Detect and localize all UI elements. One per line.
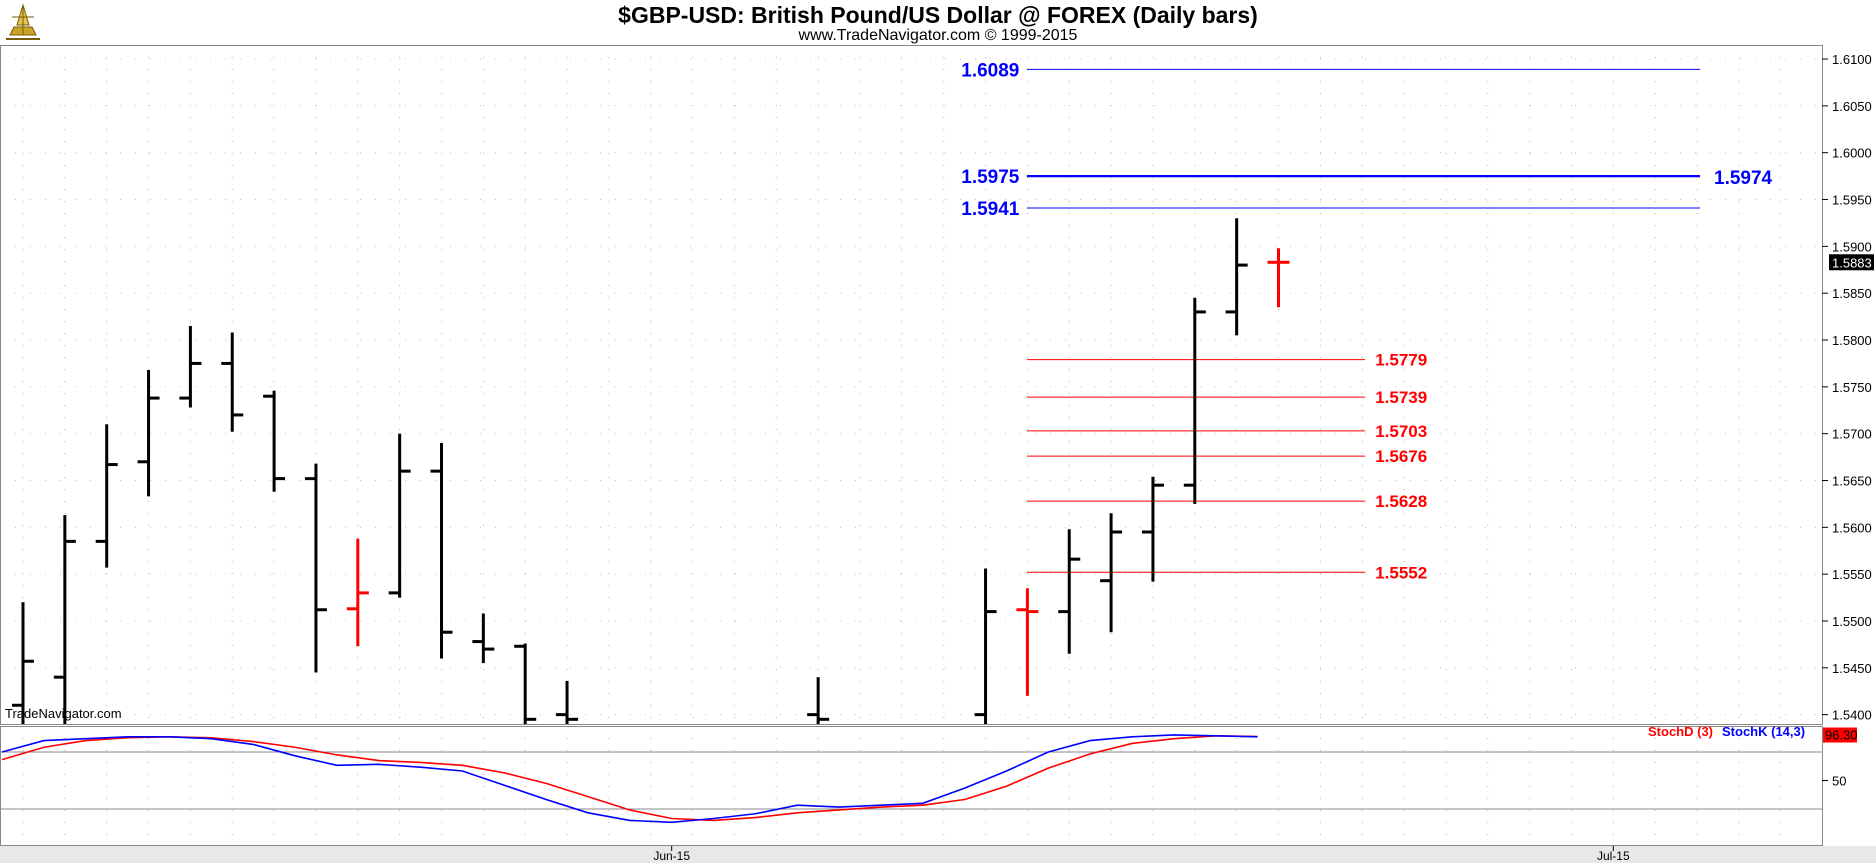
price-bar — [430, 443, 453, 659]
stoch-lines — [1, 734, 1258, 824]
stoch-d-line — [1, 735, 1258, 822]
price-bar — [1100, 513, 1123, 633]
chart-title: $GBP-USD: British Pound/US Dollar @ FORE… — [618, 2, 1258, 28]
price-axis-tick-label: 1.6000 — [1832, 146, 1872, 161]
level-label: 1.5703 — [1375, 422, 1427, 441]
price-bar — [807, 677, 830, 724]
price-bar — [53, 515, 76, 724]
level-label: 1.5552 — [1375, 563, 1427, 582]
stoch-panel-frame — [0, 726, 1823, 846]
price-bar — [12, 602, 34, 724]
level-label: 1.5739 — [1375, 388, 1427, 407]
price-axis-tick-label: 1.5600 — [1832, 520, 1872, 535]
price-bar — [556, 680, 579, 724]
price-axis-tick-label: 1.5750 — [1832, 380, 1872, 395]
price-levels: 1.6089 1.5975 1.5974 1.5941 1.5779 1.5739 1.57… — [961, 60, 1772, 582]
level-label: 1.5779 — [1375, 351, 1427, 370]
price-bar — [179, 325, 202, 408]
legend-stoch-k: StochK (14,3) — [1722, 724, 1806, 739]
price-axis-tick-label: 1.5550 — [1832, 567, 1872, 582]
price-axis-tick-label: 1.5850 — [1832, 286, 1872, 301]
stoch-axis-tick-label: 50 — [1832, 774, 1846, 789]
level-label: 1.5628 — [1375, 492, 1427, 511]
axes: 1.6100 1.6050 1.6000 1.5950 1.5900 1.5850 1.58… — [0, 45, 1876, 863]
date-axis-tick-label: Jul-15 — [1597, 849, 1630, 863]
level-label: 1.5676 — [1375, 447, 1427, 466]
price-bar — [1225, 218, 1248, 336]
last-stoch-label: 96.30 — [1825, 728, 1858, 743]
price-axis-tick-label: 1.5650 — [1832, 473, 1872, 488]
price-bars — [12, 218, 1290, 724]
price-bar — [346, 538, 369, 647]
price-bar — [1267, 248, 1290, 308]
last-price-label: 1.5883 — [1832, 255, 1872, 270]
price-panel-frame — [0, 45, 1823, 725]
level-label: 1.5974 — [1714, 168, 1773, 189]
price-axis-tick-label: 1.6050 — [1832, 99, 1872, 114]
last-stoch-badge — [1823, 727, 1857, 743]
price-bar — [263, 390, 286, 492]
legend-stoch-d: StochD (3) — [1648, 724, 1713, 739]
price-bar — [1058, 529, 1081, 654]
chart-subtitle: www.TradeNavigator.com © 1999-2015 — [798, 27, 1078, 44]
price-axis-tick-label: 1.5900 — [1832, 239, 1872, 254]
price-grid — [0, 45, 1822, 724]
last-price-badge — [1829, 254, 1874, 271]
date-axis-tick-label: Jun-15 — [653, 849, 690, 863]
level-label: 1.6089 — [961, 60, 1019, 81]
level-label: 1.5975 — [961, 167, 1020, 188]
price-bar — [1183, 297, 1206, 504]
price-bar — [472, 613, 495, 664]
stoch-grid — [0, 726, 1822, 845]
trade-navigator-logo-icon — [6, 3, 40, 40]
price-axis-tick-label: 1.5500 — [1832, 614, 1872, 629]
price-axis-tick-label: 1.5450 — [1832, 661, 1872, 676]
price-axis-tick-label: 1.5800 — [1832, 333, 1872, 348]
level-label: 1.5941 — [961, 199, 1020, 220]
price-bar — [1141, 476, 1164, 582]
price-axis-tick-label: 1.5950 — [1832, 193, 1872, 208]
watermark-text: TradeNavigator.com — [5, 706, 122, 721]
price-bar — [1016, 588, 1039, 696]
date-axis-strip — [0, 846, 1876, 863]
price-axis-tick-label: 1.6100 — [1832, 52, 1872, 67]
price-bar — [388, 433, 411, 598]
price-axis-tick-label: 1.5700 — [1832, 427, 1872, 442]
stoch-k-line — [1, 734, 1258, 824]
price-bar — [95, 424, 118, 568]
price-bar — [974, 568, 997, 724]
price-bar — [304, 463, 327, 673]
price-bar — [137, 369, 160, 497]
price-bar — [221, 332, 244, 432]
price-axis-tick-label: 1.5400 — [1832, 708, 1872, 723]
price-bar — [514, 643, 537, 724]
